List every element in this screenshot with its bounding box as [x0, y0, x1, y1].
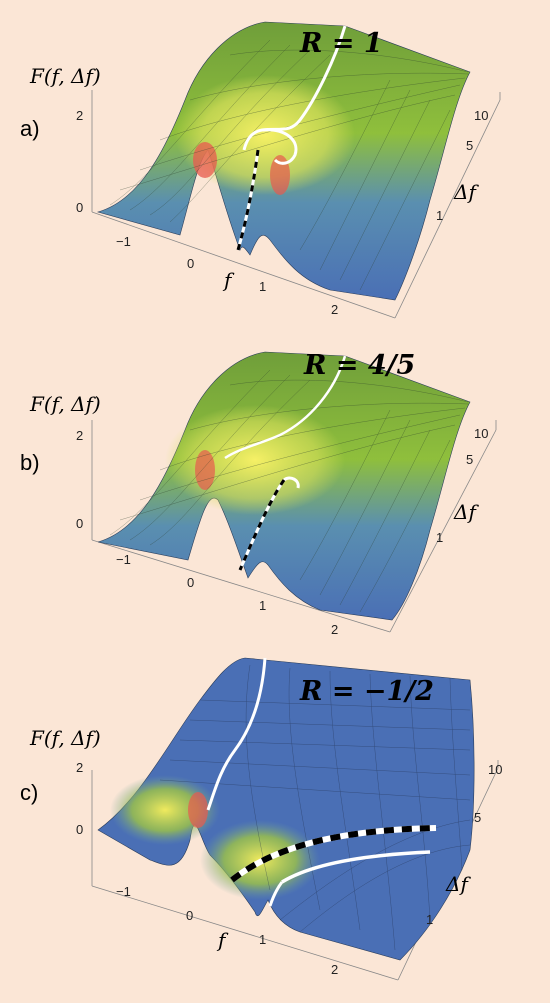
panel-a: R = 1 F(f, Δf) a) 2 0 −1 0 1 2 f 10 5 1 …: [0, 0, 550, 334]
z-tick-2: 2: [76, 108, 84, 123]
f-axis-label: f: [224, 268, 232, 292]
f-tick-0: 0: [187, 575, 195, 590]
panel-label: c): [20, 780, 39, 805]
f-axis-label: f: [218, 928, 226, 952]
f-tick-2: 2: [331, 302, 339, 317]
z-axis-label: F(f, Δf): [30, 726, 101, 750]
curves-b: [224, 355, 347, 571]
df-axis-label: Δf: [454, 500, 476, 524]
f-tick-1: 1: [259, 279, 267, 294]
panel-c-plot: [91, 657, 499, 981]
z-tick-2: 2: [76, 428, 84, 443]
mesh-a: [109, 39, 469, 291]
df-tick-10: 10: [474, 426, 489, 441]
f-tick-2: 2: [331, 622, 339, 637]
z-axis-label: F(f, Δf): [30, 64, 101, 88]
f-tick-minus1: −1: [116, 552, 131, 567]
df-tick-5: 5: [474, 810, 482, 825]
df-tick-5: 5: [466, 452, 474, 467]
df-tick-5: 5: [466, 138, 474, 153]
axis-box: [91, 420, 497, 633]
glow-c-1: [110, 775, 220, 845]
panel-label: b): [20, 450, 40, 475]
f-tick-2: 2: [331, 962, 339, 977]
panel-a-plot: [91, 21, 501, 319]
f-tick-minus1: −1: [116, 234, 131, 249]
curves-c: [206, 657, 437, 907]
panel-b: R = 4/5 F(f, Δf) b) 2 0 −1 0 1 2 10 5 1 …: [0, 320, 550, 654]
peak-red-right-a: [270, 155, 290, 195]
z-tick-0: 0: [76, 822, 84, 837]
df-tick-1: 1: [426, 912, 434, 927]
z-tick-0: 0: [76, 200, 84, 215]
panel-title: R = −1/2: [300, 676, 434, 707]
z-axis-label: F(f, Δf): [30, 392, 101, 416]
df-axis-label: Δf: [446, 872, 468, 896]
panel-title: R = 4/5: [304, 350, 416, 381]
f-tick-1: 1: [259, 932, 267, 947]
peak-red-c: [188, 792, 208, 828]
df-tick-1: 1: [436, 530, 444, 545]
df-tick-10: 10: [474, 108, 489, 123]
f-tick-0: 0: [187, 256, 195, 271]
panel-c: R = −1/2 F(f, Δf) c) 2 0 −1 0 1 2 f 10 5…: [0, 650, 550, 984]
f-tick-0: 0: [186, 908, 194, 923]
z-tick-2: 2: [76, 760, 84, 775]
panel-label: a): [20, 116, 40, 141]
peak-red-b: [195, 450, 215, 490]
f-tick-1: 1: [259, 598, 267, 613]
mesh-c: [159, 664, 471, 951]
z-tick-0: 0: [76, 516, 84, 531]
df-axis-label: Δf: [454, 180, 476, 204]
panel-title: R = 1: [300, 28, 383, 59]
panel-b-plot: [91, 351, 497, 633]
curves-a: [236, 25, 347, 251]
df-tick-10: 10: [488, 762, 503, 777]
df-tick-1: 1: [436, 208, 444, 223]
f-tick-minus1: −1: [116, 884, 131, 899]
axis-box: [91, 90, 501, 319]
mesh-b: [109, 369, 469, 613]
